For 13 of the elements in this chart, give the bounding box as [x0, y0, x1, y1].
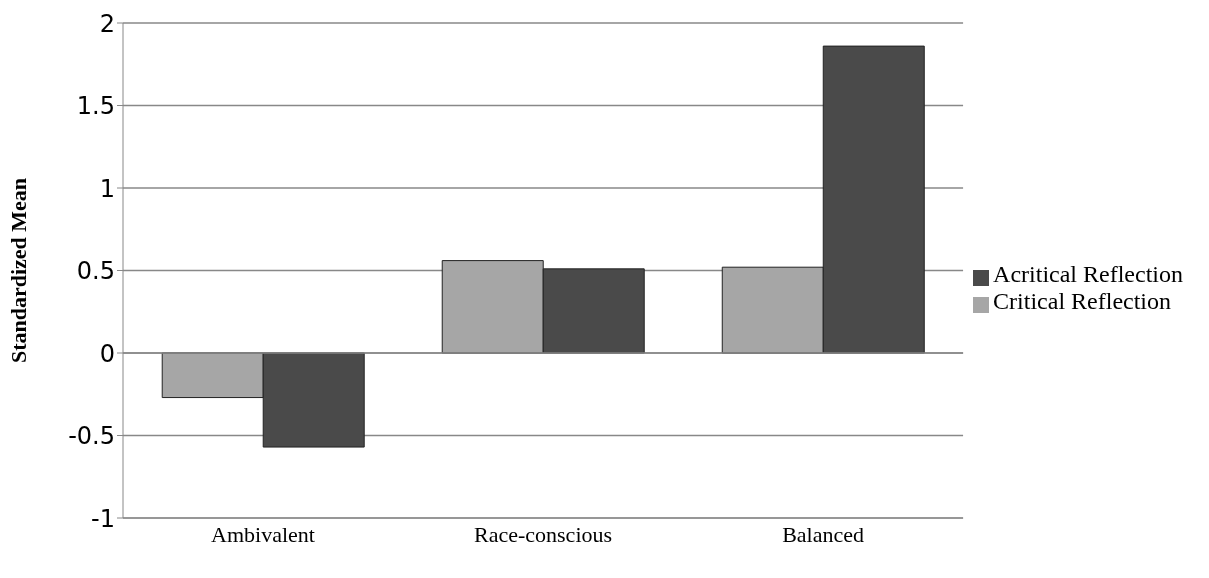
legend-label: Acritical Reflection	[993, 261, 1183, 287]
x-tick-label: Ambivalent	[211, 521, 315, 547]
y-tick-label: 0.5	[76, 257, 115, 286]
y-axis-title: Standardized Mean	[5, 177, 31, 364]
x-tick-label: Balanced	[782, 521, 864, 547]
y-tick-label: 1	[99, 174, 115, 203]
y-tick-label: 2	[99, 9, 115, 38]
y-tick-label: 0	[99, 339, 115, 368]
y-tick-label: -0.5	[68, 422, 115, 451]
y-tick-label: -1	[91, 504, 115, 533]
y-tick-label: 1.5	[76, 92, 115, 121]
x-tick-label: Race-conscious	[474, 521, 613, 547]
legend-label: Critical Reflection	[993, 288, 1172, 314]
